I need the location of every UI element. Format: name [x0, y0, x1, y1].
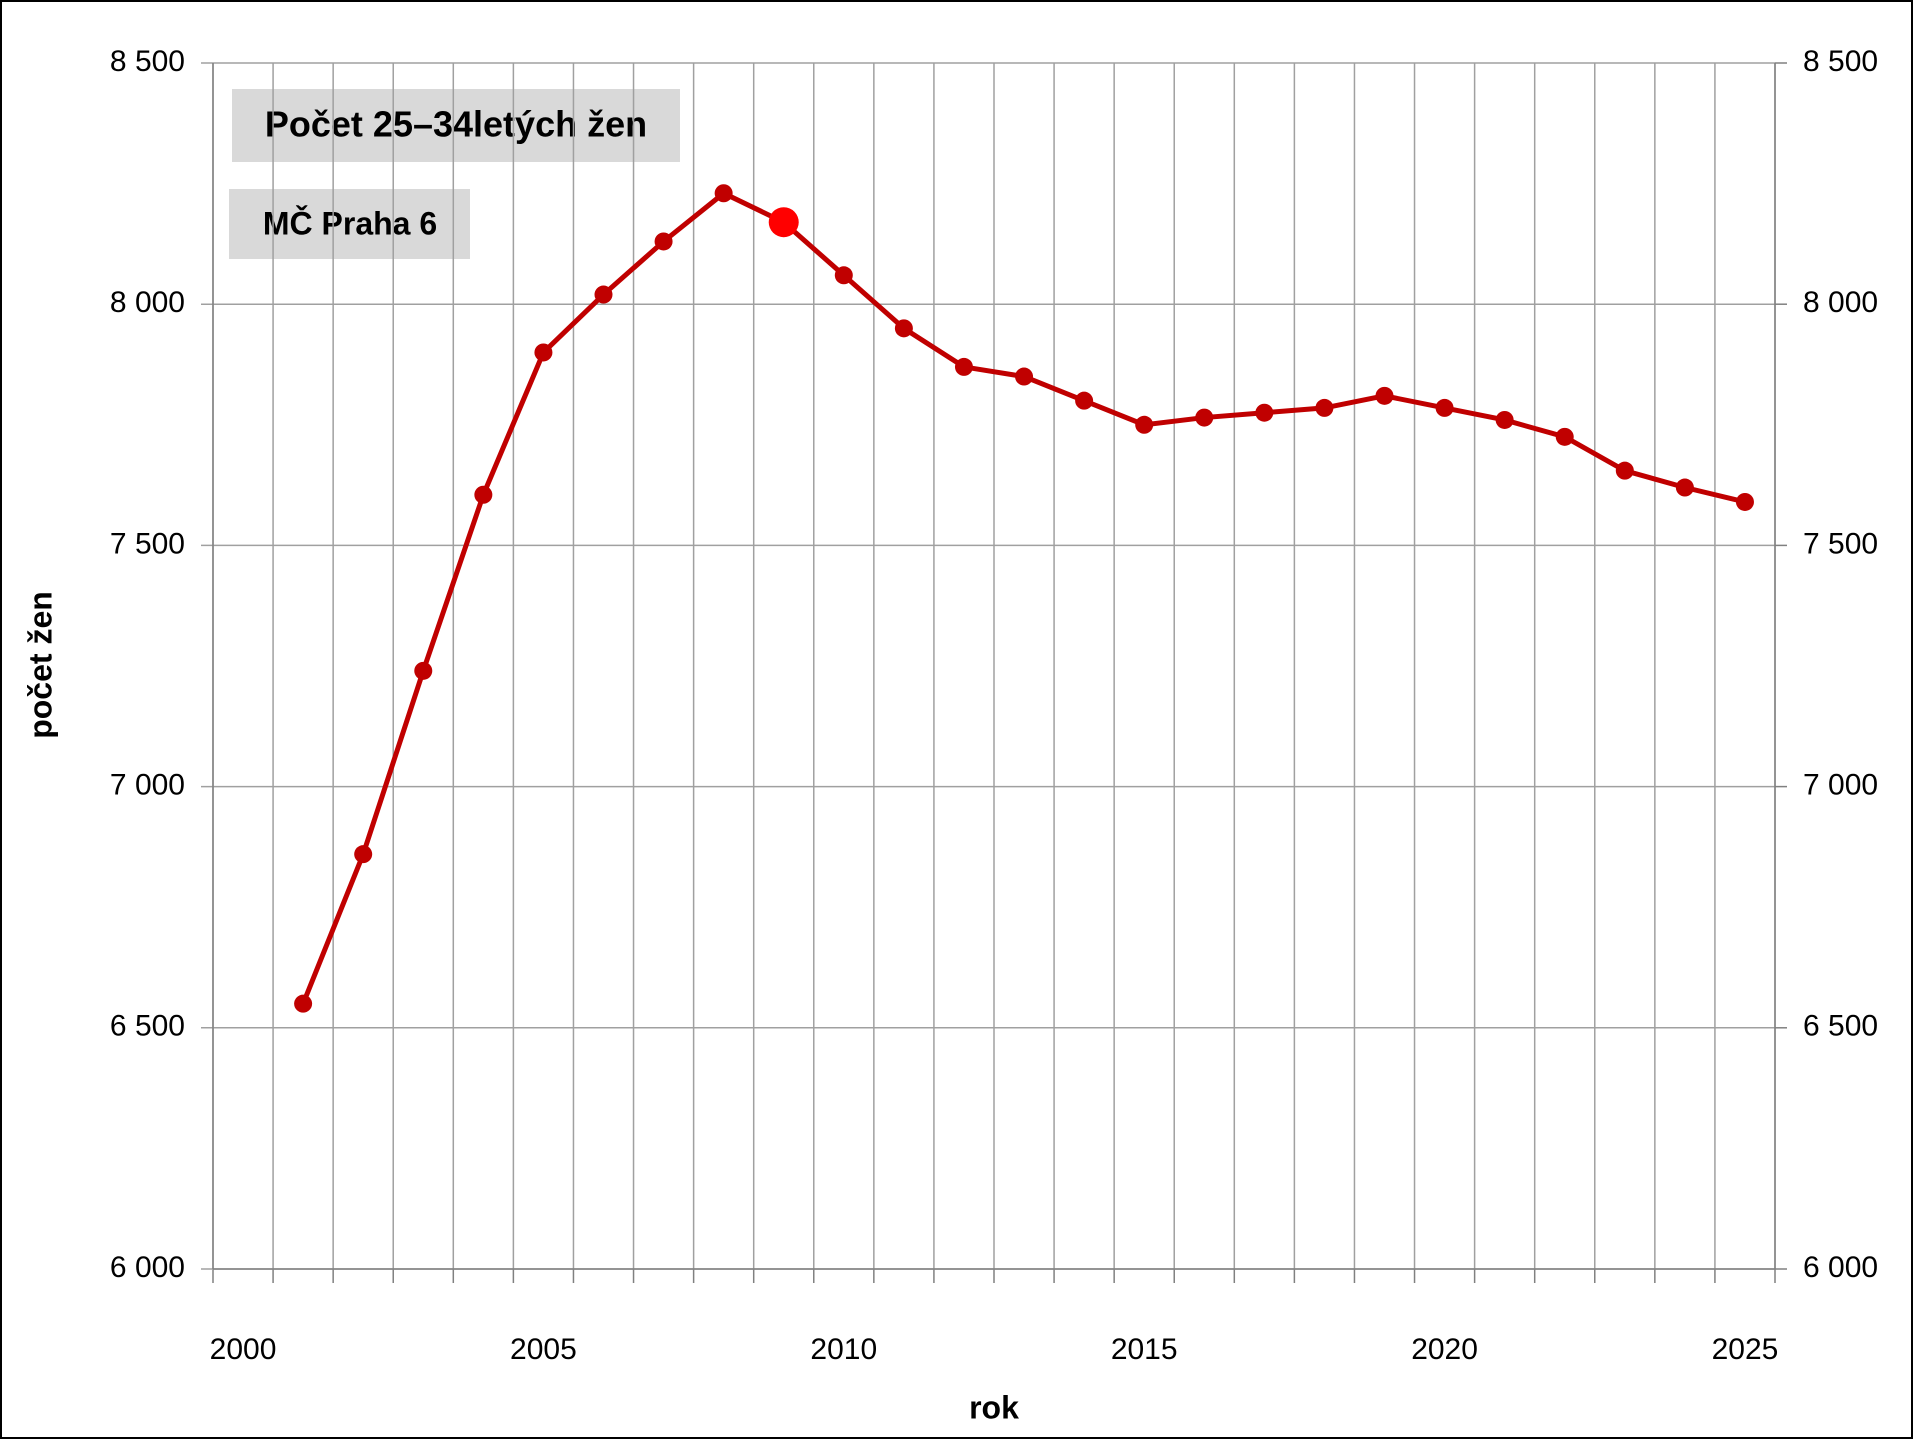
y-tick-label: 7 000 — [110, 769, 185, 802]
chart-subtitle: MČ Praha 6 — [263, 205, 437, 241]
data-point — [1195, 408, 1214, 427]
data-point — [1555, 427, 1574, 446]
x-tick-label: 2015 — [1111, 1333, 1178, 1366]
y-axis-label: počet žen — [22, 591, 58, 739]
x-axis-label: rok — [969, 1389, 1019, 1425]
data-point — [1375, 386, 1394, 405]
data-point — [1255, 403, 1274, 422]
data-point — [414, 661, 433, 680]
x-tick-label: 2020 — [1411, 1333, 1478, 1366]
data-point — [474, 485, 493, 504]
data-point — [1435, 398, 1454, 417]
data-point — [354, 845, 373, 864]
data-point — [954, 357, 973, 376]
data-point — [894, 319, 913, 338]
data-point — [1735, 492, 1754, 511]
x-tick-label: 2010 — [810, 1333, 877, 1366]
data-point — [834, 266, 853, 285]
data-point — [714, 184, 733, 203]
chart-title: Počet 25–34letých žen — [265, 104, 647, 145]
data-point — [294, 994, 313, 1013]
y-tick-label: 8 000 — [110, 286, 185, 319]
y-tick-label: 8 500 — [110, 45, 185, 78]
x-tick-label: 2000 — [210, 1333, 277, 1366]
data-point — [534, 343, 553, 362]
data-point — [1675, 478, 1694, 497]
subtitle-box — [229, 189, 470, 259]
y2-tick-label: 8 000 — [1803, 286, 1878, 319]
data-point — [1615, 461, 1634, 480]
x-tick-label: 2025 — [1712, 1333, 1779, 1366]
y2-tick-label: 6 500 — [1803, 1010, 1878, 1043]
series-line — [300, 190, 1746, 1005]
data-point — [654, 232, 673, 251]
y2-tick-label: 7 000 — [1803, 769, 1878, 802]
y-tick-label: 7 500 — [110, 527, 185, 560]
data-point — [1015, 367, 1034, 386]
y2-tick-label: 8 500 — [1803, 45, 1878, 78]
y2-tick-label: 6 000 — [1803, 1251, 1878, 1284]
data-point — [1135, 415, 1154, 434]
data-point — [1315, 398, 1334, 417]
data-point — [1495, 410, 1514, 429]
y-tick-label: 6 000 — [110, 1251, 185, 1284]
data-point — [594, 285, 613, 304]
y2-tick-label: 7 500 — [1803, 527, 1878, 560]
data-point — [1075, 391, 1094, 410]
highlight-point — [768, 207, 799, 238]
title-box — [232, 89, 680, 162]
x-tick-label: 2005 — [510, 1333, 577, 1366]
y-tick-label: 6 500 — [110, 1010, 185, 1043]
